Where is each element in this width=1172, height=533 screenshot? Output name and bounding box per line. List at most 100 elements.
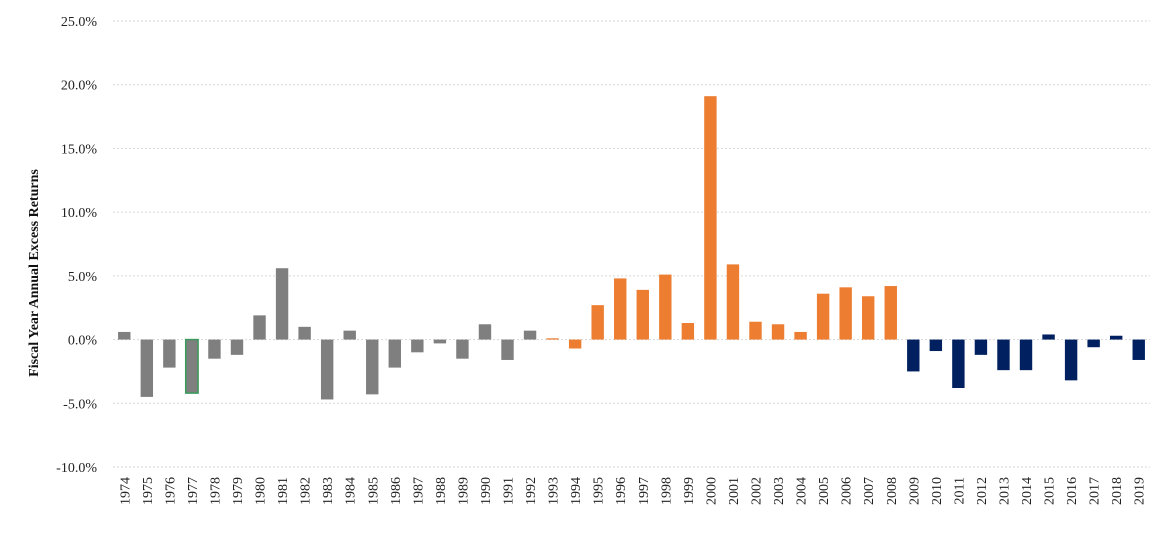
x-tick-label: 2007	[862, 477, 877, 505]
bar-1987	[411, 339, 424, 353]
bar-1980	[253, 315, 266, 340]
bar-2011	[952, 339, 965, 388]
x-tick-label: 2018	[1110, 477, 1125, 505]
x-tick-label: 1994	[569, 477, 584, 505]
bar-1997	[636, 289, 649, 340]
bar-1974	[118, 331, 131, 340]
x-tick-label: 2006	[840, 477, 855, 505]
x-tick-label: 2005	[817, 477, 832, 505]
bar-2015	[1042, 334, 1055, 340]
bar-1998	[659, 274, 672, 340]
y-tick-label: 0.0%	[68, 334, 98, 349]
bar-1984	[343, 330, 356, 340]
y-tick-label: -10.0%	[56, 461, 97, 476]
bars	[118, 96, 1145, 400]
bar-2016	[1064, 339, 1078, 381]
bar-2018	[1109, 335, 1123, 340]
bar-1982	[298, 326, 311, 340]
x-tick-label: 1991	[502, 477, 517, 505]
bar-2000	[704, 96, 717, 340]
x-tick-label: 2003	[772, 477, 787, 505]
x-tick-label: 1988	[434, 477, 449, 505]
bar-1995	[591, 305, 604, 340]
x-tick-label: 2013	[997, 477, 1012, 505]
x-tick-label: 2017	[1088, 477, 1103, 505]
x-tick-label: 2019	[1133, 477, 1148, 505]
bar-1988	[433, 339, 447, 344]
x-tick-label: 1980	[254, 477, 269, 505]
bar-1999	[681, 323, 695, 340]
bar-2008	[884, 286, 897, 340]
bar-1985	[366, 339, 379, 395]
bar-2006	[839, 287, 852, 340]
x-tick-label: 1985	[366, 477, 381, 505]
bar-1983	[320, 339, 334, 400]
x-tick-label: 1977	[186, 477, 201, 505]
bar-2005	[816, 293, 830, 340]
x-axis-ticks: 1974 1975 1976 1977 1978 1979 1980 1981 1982 1983…	[118, 477, 1147, 505]
bar-2001	[726, 264, 740, 340]
x-tick-label: 1997	[637, 477, 652, 505]
x-tick-label: 1998	[659, 477, 674, 505]
y-tick-label: 15.0%	[61, 142, 98, 157]
bar-1991	[501, 339, 514, 360]
bar-2007	[862, 296, 875, 340]
bar-2004	[794, 331, 807, 340]
x-tick-label: 2014	[1020, 477, 1035, 505]
x-tick-label: 1981	[276, 477, 291, 505]
x-tick-label: 1999	[682, 477, 697, 505]
x-tick-label: 1976	[163, 477, 178, 505]
x-tick-label: 1975	[141, 477, 156, 505]
bar-2003	[771, 324, 785, 340]
bar-2009	[907, 339, 920, 372]
x-tick-label: 1982	[299, 477, 314, 505]
y-axis-label: Fiscal Year Annual Excess Returns	[27, 169, 42, 377]
x-tick-label: 2012	[975, 477, 990, 505]
bar-1989	[456, 339, 469, 359]
bar-1976	[163, 339, 176, 368]
x-tick-label: 2015	[1043, 477, 1058, 505]
y-tick-label: 5.0%	[68, 270, 98, 285]
x-tick-label: 1983	[321, 477, 336, 505]
x-tick-label: 2009	[907, 477, 922, 505]
bar-2019	[1132, 339, 1145, 360]
bar-1994	[568, 339, 582, 349]
bar-2012	[974, 339, 988, 355]
bar-2013	[997, 339, 1010, 371]
x-tick-label: 2002	[749, 477, 764, 505]
x-tick-label: 2010	[930, 477, 945, 505]
x-tick-label: 1990	[479, 477, 494, 505]
x-tick-label: 1974	[118, 477, 133, 505]
bar-2017	[1087, 339, 1100, 348]
bar-1986	[388, 339, 401, 368]
x-tick-label: 2016	[1065, 477, 1080, 505]
y-tick-label: 10.0%	[61, 206, 98, 221]
x-tick-label: 2008	[885, 477, 900, 505]
x-tick-label: 1984	[344, 477, 359, 505]
y-tick-label: 25.0%	[61, 15, 98, 30]
bar-2010	[929, 339, 943, 352]
bar-2002	[749, 321, 762, 340]
bar-1993	[546, 338, 559, 340]
x-tick-label: 1989	[456, 477, 471, 505]
y-tick-label: -5.0%	[63, 397, 97, 412]
x-tick-label: 1993	[547, 477, 562, 505]
x-tick-label: 1978	[208, 477, 223, 505]
bar-1978	[208, 339, 221, 359]
x-tick-label: 1979	[231, 477, 246, 505]
bar-1979	[230, 339, 244, 355]
bar-1977	[184, 338, 199, 394]
x-tick-label: 1996	[614, 477, 629, 505]
x-tick-label: 1986	[389, 477, 404, 505]
x-tick-label: 1992	[524, 477, 539, 505]
x-tick-label: 1987	[411, 477, 426, 505]
bar-1990	[478, 324, 492, 340]
bar-1981	[275, 268, 289, 340]
bar-1975	[140, 339, 154, 397]
x-tick-label: 2004	[795, 477, 810, 505]
bar-1996	[614, 278, 627, 340]
bar-2014	[1019, 339, 1033, 371]
x-tick-label: 2000	[704, 477, 719, 505]
bar-1992	[523, 330, 537, 340]
